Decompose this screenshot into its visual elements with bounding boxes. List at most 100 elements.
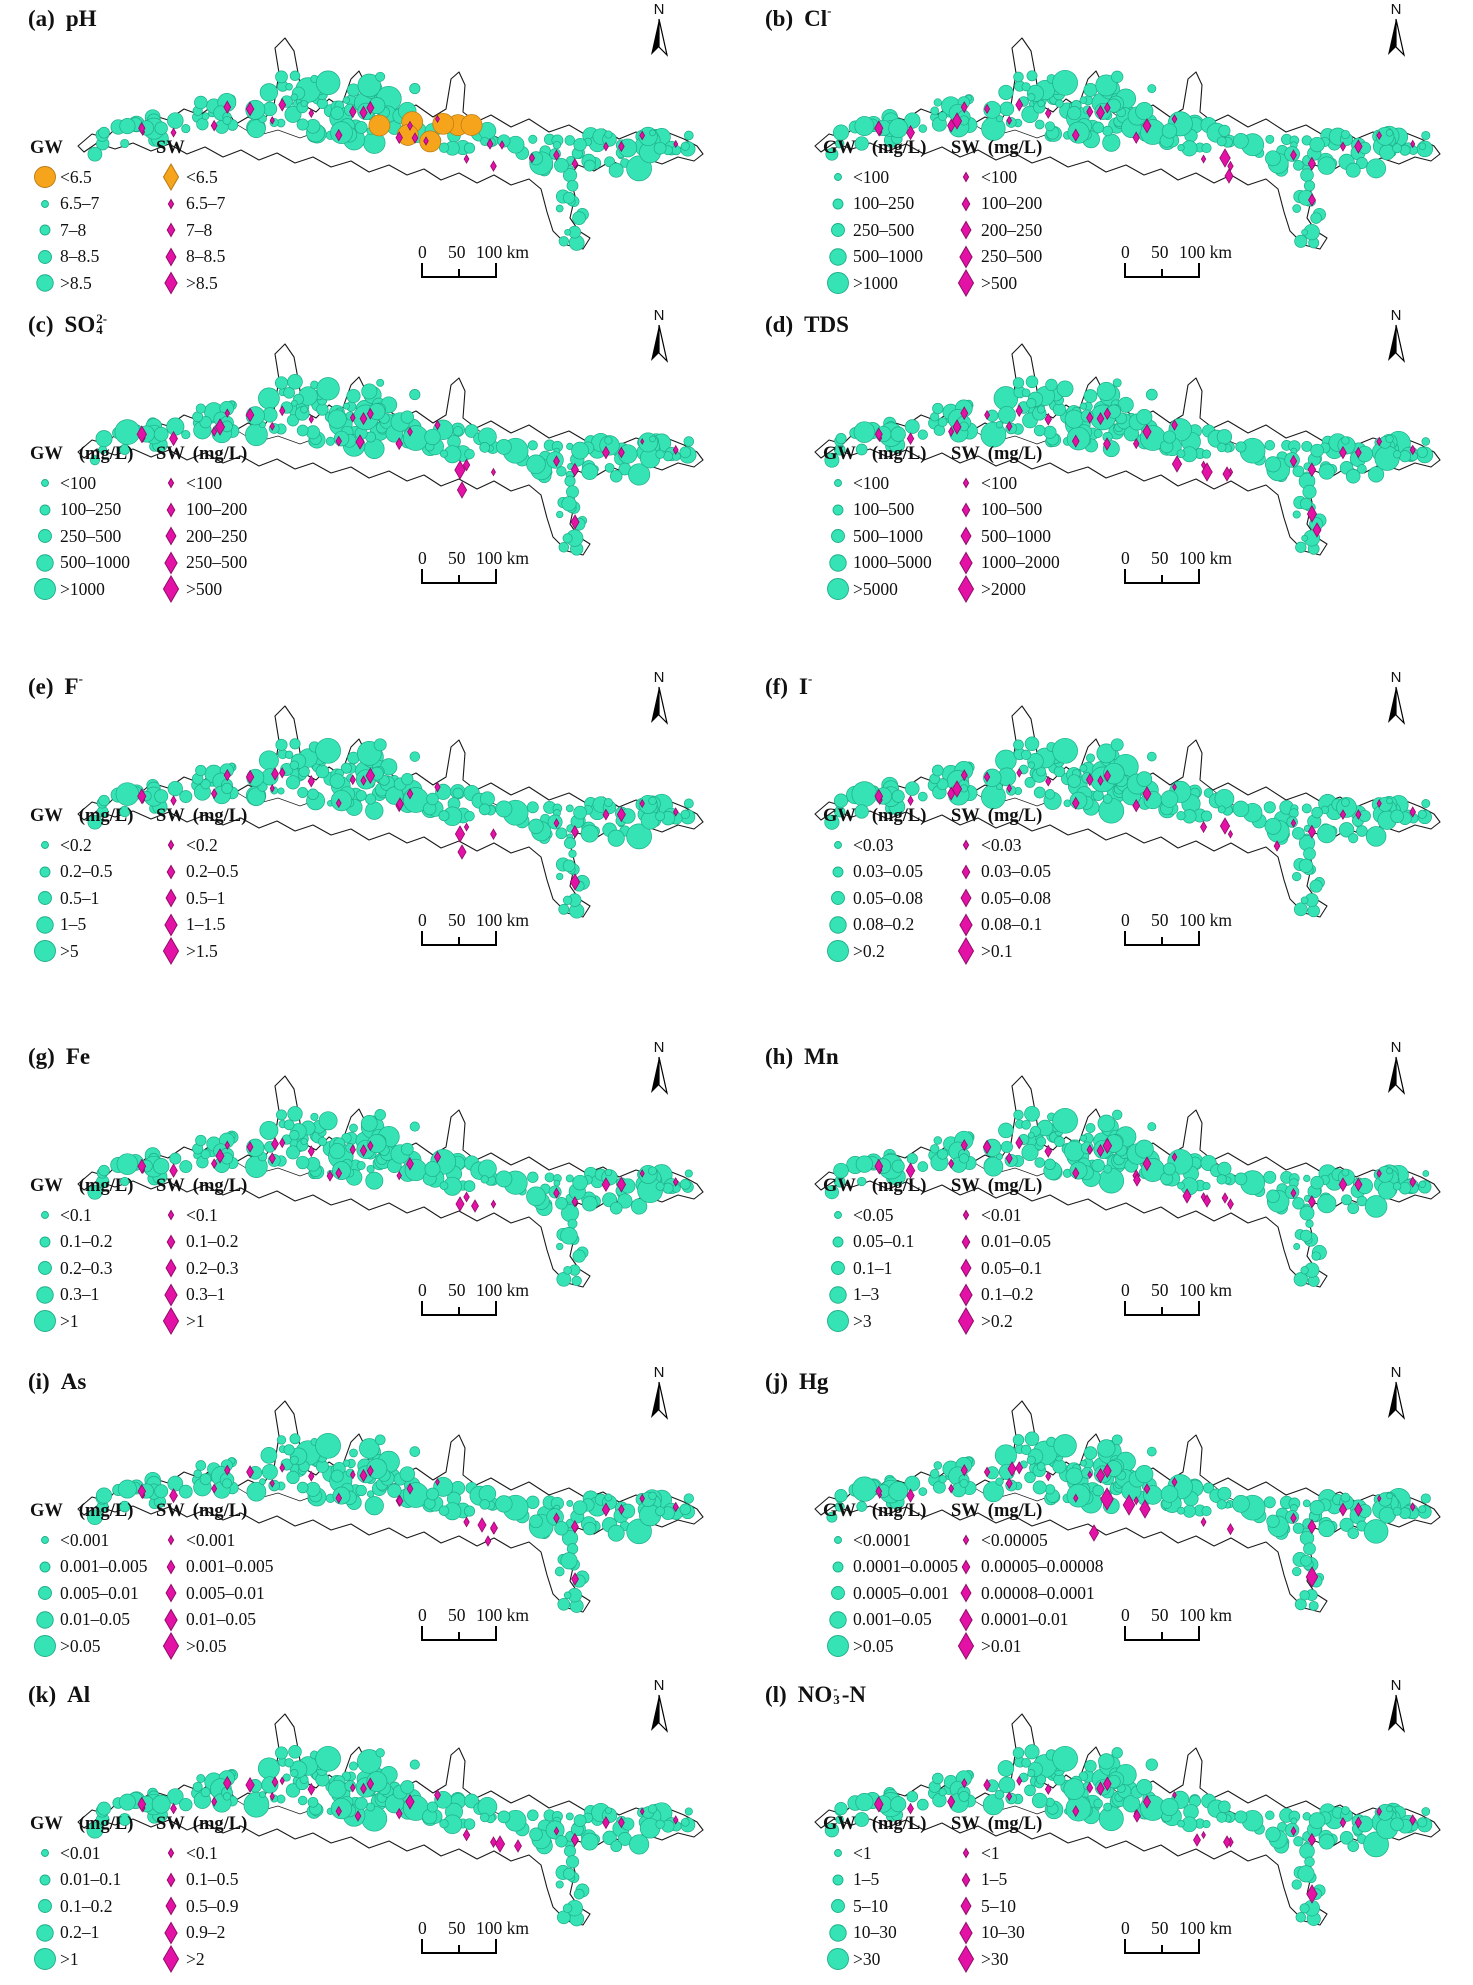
basin-map	[77, 1400, 704, 1613]
sw-diamond-marker	[165, 1583, 177, 1603]
sw-diamond-marker	[162, 1945, 180, 1974]
gw-dot	[856, 1501, 868, 1512]
gw-dot	[1348, 833, 1359, 844]
legend-groundwater: GW (mg/L) <0.05 0.05–0.1 0.1–1 1–3 >3	[823, 1176, 926, 1335]
sw-diamond	[1071, 796, 1080, 810]
gw-marker-cell	[30, 1203, 60, 1227]
basin-map	[814, 37, 1441, 250]
gw-dot	[200, 779, 211, 790]
gw-circle-marker	[38, 529, 52, 544]
sw-diamond	[1200, 1516, 1207, 1528]
legend-item: <0.0001	[823, 1527, 958, 1554]
gw-dot	[1066, 426, 1091, 451]
legend-item: <6.5	[30, 164, 99, 191]
legend-item: >500	[951, 269, 1042, 298]
gw-dot	[1298, 858, 1314, 873]
gw-marker-cell	[823, 524, 853, 548]
sw-diamond-marker	[164, 1921, 178, 1945]
scale-bar-midtick	[458, 1307, 460, 1314]
scale-bar: 0 50 100 km	[418, 1605, 570, 1641]
gw-dot	[290, 93, 298, 101]
sw-diamond	[1223, 1835, 1231, 1849]
substance-superscript: -	[807, 671, 813, 686]
gw-dot	[1301, 803, 1312, 814]
sw-diamond	[1305, 1566, 1319, 1588]
sw-diamond	[1308, 193, 1316, 207]
legend-item-label: >500	[186, 578, 223, 599]
gw-dot	[648, 1491, 657, 1501]
legend-item: 0.0001–0.01	[951, 1607, 1104, 1634]
sw-diamond	[215, 1148, 225, 1164]
gw-dot	[260, 1447, 278, 1464]
gw-dot	[1216, 1174, 1227, 1185]
legend-item-label: <0.1	[60, 1204, 92, 1225]
legend-item: 250–500	[156, 550, 247, 577]
sw-marker-cell	[156, 163, 186, 192]
legend-item: 0.03–0.05	[823, 859, 926, 886]
gw-dot	[857, 1176, 867, 1187]
legend-item-label: 0.005–0.01	[186, 1582, 265, 1603]
gw-dot	[855, 443, 868, 456]
gw-dot	[618, 138, 638, 158]
panel-title: (k) Al	[28, 1682, 90, 1708]
legend-item-label: 0.0001–0.0005	[853, 1556, 958, 1577]
gw-dot	[1392, 1506, 1402, 1516]
legend-sw-unit: (mg/L)	[987, 138, 1043, 158]
gw-dot	[565, 1855, 580, 1869]
sw-diamond	[490, 467, 496, 477]
gw-marker-cell	[30, 939, 60, 963]
gw-dot	[1390, 809, 1404, 824]
legend-item: 10–30	[823, 1920, 926, 1947]
legend-item: 250–500	[30, 523, 133, 550]
gw-dot	[1079, 96, 1088, 105]
gw-dot	[275, 738, 288, 751]
gw-dot	[930, 106, 940, 116]
sw-diamond	[1044, 1783, 1052, 1796]
gw-dot	[998, 1122, 1014, 1139]
gw-dot	[982, 1794, 1004, 1816]
basin-map	[77, 1075, 704, 1288]
sw-diamond	[490, 1836, 497, 1849]
sw-diamond	[1086, 105, 1094, 118]
legend-item-label: <6.5	[60, 166, 92, 187]
legend-item: 250–500	[951, 244, 1042, 271]
sw-diamond	[349, 105, 357, 119]
gw-circle-marker	[36, 1924, 54, 1942]
gw-dot	[1303, 1542, 1316, 1556]
legend-sw-header: SW (mg/L)	[951, 1814, 1042, 1835]
gw-dot	[376, 378, 385, 387]
gw-dot	[1134, 1139, 1154, 1159]
sw-diamond	[359, 105, 368, 120]
legend-item-label: 6.5–7	[60, 193, 100, 214]
legend-item-label: 8–8.5	[186, 246, 226, 267]
gw-dot	[1012, 1747, 1025, 1759]
gw-dot	[119, 444, 131, 455]
legend-item: <0.05	[823, 1202, 926, 1229]
gw-dot	[581, 1195, 598, 1212]
sw-diamond	[553, 818, 560, 829]
gw-marker-cell	[30, 1608, 60, 1632]
gw-dot	[995, 1477, 1004, 1486]
gw-dot	[1093, 1798, 1103, 1809]
legend-gw-header: GW	[30, 138, 99, 159]
gw-dot	[276, 1109, 287, 1121]
gw-circle-marker	[831, 1899, 845, 1914]
sw-diamond	[960, 1138, 968, 1152]
gw-dot	[181, 430, 191, 440]
legend-gw-items: <6.5 6.5–7 7–8 8–8.5 >8.5	[30, 164, 99, 297]
legend-item: 100–200	[951, 191, 1042, 218]
sw-diamond-marker	[961, 196, 971, 212]
legend-gw-items: <0.0001 0.0001–0.0005 0.0005–0.001 0.001–0.…	[823, 1527, 958, 1660]
gw-marker-cell	[30, 913, 60, 937]
sw-diamond	[395, 437, 403, 451]
substance-superscript: -	[78, 671, 83, 686]
legend-item: 0.1–0.2	[951, 1282, 1051, 1309]
legend-sw-items: <0.03 0.03–0.05 0.05–0.08 0.08–0.1 >0.1	[951, 832, 1051, 966]
gw-dot	[247, 787, 266, 806]
legend-item-label: 500–1000	[981, 525, 1051, 546]
basin-map	[814, 1400, 1441, 1613]
scale-bar-midtick	[458, 1945, 460, 1952]
sw-diamond-marker	[959, 1283, 973, 1307]
sw-diamond	[245, 769, 255, 785]
legend-item: 1–1.5	[156, 912, 247, 939]
